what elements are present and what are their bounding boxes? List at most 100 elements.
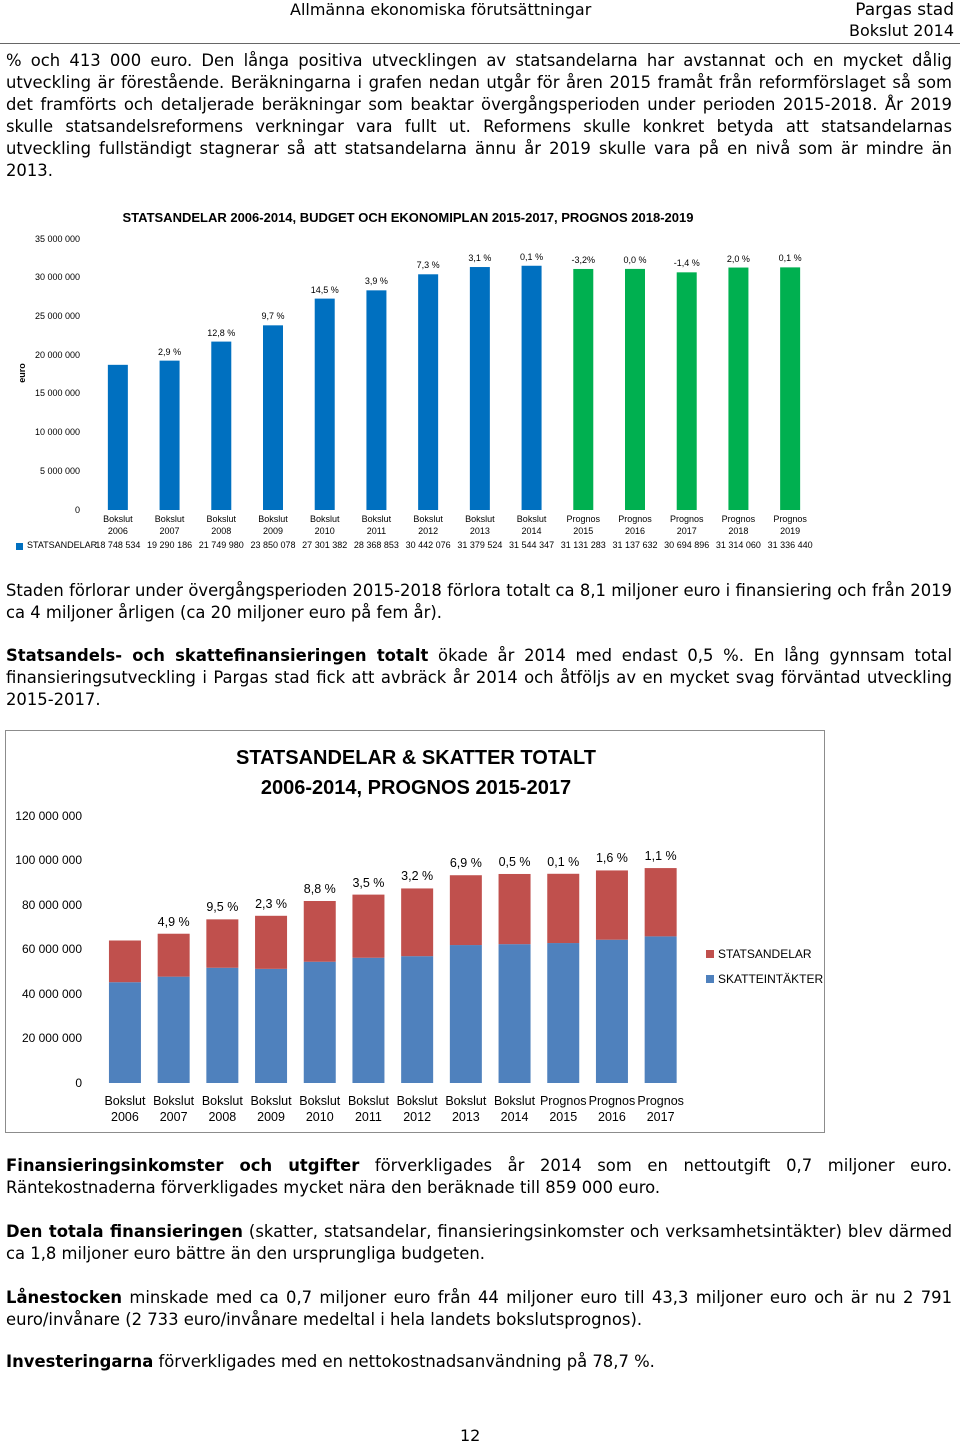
data-table-value: 28 368 853	[353, 540, 399, 550]
legend-label: STATSANDELAR	[27, 540, 98, 550]
data-table-value: 31 379 524	[457, 540, 503, 550]
change-label: 0,1 %	[520, 251, 544, 262]
change-label: -1,4 %	[673, 258, 700, 269]
legend-swatch	[16, 543, 23, 550]
header-rule	[0, 43, 960, 44]
paragraph-text: (skatter, statsandelar, finansieringsink…	[6, 1222, 952, 1263]
data-table-value: 18 748 534	[95, 540, 141, 550]
bar-segment	[255, 968, 288, 1083]
change-label: 7,3 %	[416, 260, 440, 271]
bar	[625, 268, 645, 510]
y-tick-label: 15 000 000	[34, 388, 80, 399]
paragraph-text: förverkligades år 2014 som en nettoutgif…	[6, 1156, 952, 1197]
bar-segment	[547, 943, 580, 1083]
x-tick-label: Bokslut 2014	[494, 1094, 536, 1125]
change-label: 4,9 %	[157, 914, 190, 929]
bar-segment	[449, 945, 482, 1083]
change-label: 3,2 %	[401, 869, 434, 884]
y-tick-label: 20 000 000	[21, 1031, 82, 1046]
legend-label: SKATTEINTÄKTER	[718, 972, 824, 986]
bar-segment	[498, 873, 531, 945]
y-tick-label: 20 000 000	[34, 349, 80, 360]
bar	[676, 272, 697, 510]
bar-segment	[498, 944, 531, 1083]
bar-segment	[303, 900, 336, 962]
paragraph: Den totala finansieringen (skatter, stat…	[6, 1221, 952, 1265]
x-tick-label: Prognos 2019	[773, 514, 807, 536]
data-table-value: 31 314 060	[715, 540, 761, 550]
header-section: Allmänna ekonomiska förutsättningar	[290, 0, 592, 19]
chart: STATSANDELAR & SKATTER TOTALT 2006-2014,…	[5, 730, 825, 1133]
y-axis-label: euro	[16, 363, 27, 383]
x-tick-label: Bokslut 2006	[104, 1094, 146, 1125]
bar-segment	[401, 888, 434, 957]
change-label: 0,0 %	[623, 254, 647, 265]
y-tick-label: 100 000 000	[15, 853, 82, 868]
paragraph: Staden förlorar under övergångsperioden …	[6, 581, 952, 622]
legend-swatch	[706, 975, 714, 983]
bar	[728, 267, 749, 510]
x-tick-label: Bokslut 2010	[309, 514, 340, 536]
bar	[573, 268, 594, 510]
y-tick-label: 40 000 000	[21, 986, 82, 1001]
change-label: 1,1 %	[644, 849, 677, 864]
x-tick-label: Bokslut 2006	[103, 514, 133, 536]
bar-segment	[108, 940, 141, 983]
data-table-value: 23 850 078	[250, 540, 296, 550]
plot	[16, 265, 801, 550]
x-tick-label: Prognos 2016	[588, 1094, 636, 1125]
change-label: 0,5 %	[498, 854, 531, 869]
y-tick-label: 25 000 000	[34, 311, 80, 322]
chart-title: STATSANDELAR & SKATTER TOTALT 2006-2014,…	[236, 747, 596, 799]
y-tick-label: 120 000 000	[15, 808, 82, 823]
change-label: 2,3 %	[255, 896, 288, 911]
paragraph-lead: Finansieringsinkomster och utgifter	[6, 1156, 360, 1175]
bar	[780, 267, 801, 510]
bar	[418, 274, 439, 510]
bar-segment	[255, 915, 288, 969]
change-label: 2,9 %	[158, 346, 182, 357]
data-table-value: 21 749 980	[198, 540, 244, 550]
bar-segment	[449, 875, 482, 946]
paragraph-text: minskade med ca 0,7 miljoner euro från 4…	[6, 1288, 952, 1329]
paragraph-lead: Den totala finansieringen	[6, 1222, 243, 1241]
paragraph-text: ökade år 2014 med endast 0,5 %. En lång …	[6, 646, 952, 709]
bar-segment	[352, 957, 385, 1083]
change-label: 8,8 %	[303, 881, 336, 896]
data-table-value: 27 301 382	[302, 540, 348, 550]
x-tick-label: Prognos 2016	[618, 514, 652, 536]
bar	[469, 267, 490, 510]
page-number: 12	[460, 1426, 481, 1445]
bar-segment	[352, 894, 385, 958]
x-tick-label: Bokslut 2008	[201, 1094, 243, 1125]
bar	[107, 364, 128, 510]
legend-label: STATSANDELAR	[718, 947, 812, 961]
x-tick-label: Bokslut 2007	[153, 1094, 195, 1125]
paragraph-lead: Lånestocken	[6, 1288, 123, 1307]
bar	[211, 341, 232, 510]
data-table-value: 30 694 896	[664, 540, 710, 550]
bar-segment	[401, 956, 434, 1083]
y-tick-label: 30 000 000	[34, 272, 80, 283]
x-tick-label: Prognos 2015	[566, 514, 601, 536]
x-tick-label: Bokslut 2013	[445, 1094, 487, 1125]
paragraph-lead: Investeringarna	[6, 1352, 154, 1371]
bar-segment	[644, 936, 677, 1083]
x-tick-label: Bokslut 2007	[154, 514, 185, 536]
legend-swatch	[706, 950, 714, 958]
data-table-value: 30 442 076	[405, 540, 451, 550]
bar-segment	[303, 961, 336, 1083]
change-label: 1,6 %	[595, 851, 628, 866]
x-tick-label: Prognos 2018	[721, 514, 756, 536]
bar	[159, 360, 180, 510]
data-table-value: 31 131 283	[560, 540, 606, 550]
change-label: 9,7 %	[261, 311, 285, 322]
x-tick-label: Bokslut 2014	[516, 514, 547, 536]
data-table-value: 31 544 347	[509, 540, 555, 550]
x-tick-label: Prognos 2015	[539, 1094, 587, 1125]
x-tick-label: Bokslut 2011	[361, 514, 392, 536]
bar-segment	[157, 976, 190, 1083]
x-tick-label: Bokslut 2009	[258, 514, 288, 536]
bar	[263, 325, 283, 510]
chart: STATSANDELAR 2006-2014, BUDGET OCH EKONO…	[8, 196, 828, 558]
